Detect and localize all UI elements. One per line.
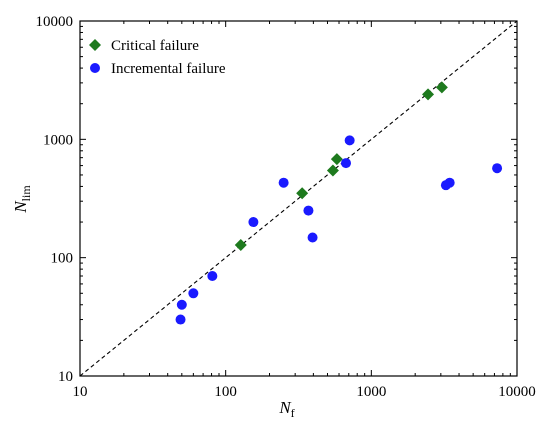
- incremental-failure-point: [248, 217, 259, 228]
- incremental-failure-point: [278, 177, 289, 188]
- axes: 10 100 1000 10000 10 100 1000 10000: [36, 14, 536, 400]
- plot-area: [79, 20, 518, 377]
- incremental-failure-point: [207, 270, 218, 281]
- incremental-failure-point: [175, 314, 186, 325]
- critical-failure-point: [326, 164, 339, 177]
- critical-failure-point: [330, 153, 343, 166]
- y-tick-label: 100: [51, 251, 74, 267]
- incremental-failure-point: [188, 288, 199, 299]
- plot-frame: [79, 20, 518, 377]
- x-tick-label: 1000: [356, 384, 386, 400]
- incremental-failure-point: [307, 232, 318, 243]
- legend-critical-marker: [89, 39, 101, 51]
- incremental-failure-point: [444, 177, 455, 188]
- x-tick-label: 10: [73, 384, 88, 400]
- x-tick-label: 100: [214, 384, 237, 400]
- critical-failure-point: [435, 81, 448, 94]
- incremental-failure-point: [340, 158, 351, 169]
- incremental-failure-point: [344, 135, 355, 146]
- legend-incremental-marker: [90, 63, 100, 73]
- critical-failure-point: [296, 187, 309, 200]
- critical-failure-point: [422, 88, 435, 101]
- critical-failure-point: [234, 238, 247, 251]
- y-tick-label: 1000: [43, 132, 73, 148]
- incremental-failure-point: [303, 205, 314, 216]
- x-tick-label: 10000: [498, 384, 536, 400]
- legend-label: Critical failure: [111, 38, 199, 54]
- legend: Critical failure Incremental failure: [89, 38, 226, 77]
- incremental-failure-point: [492, 163, 503, 174]
- reference-line-y-equals-x: [79, 20, 518, 377]
- legend-label: Incremental failure: [111, 61, 226, 77]
- y-tick-label: 10000: [36, 14, 74, 30]
- y-axis-title: Nlim: [11, 185, 33, 214]
- y-tick-label: 10: [58, 369, 73, 385]
- incremental-failure-point: [176, 299, 187, 310]
- x-axis-title: Nf: [278, 398, 294, 420]
